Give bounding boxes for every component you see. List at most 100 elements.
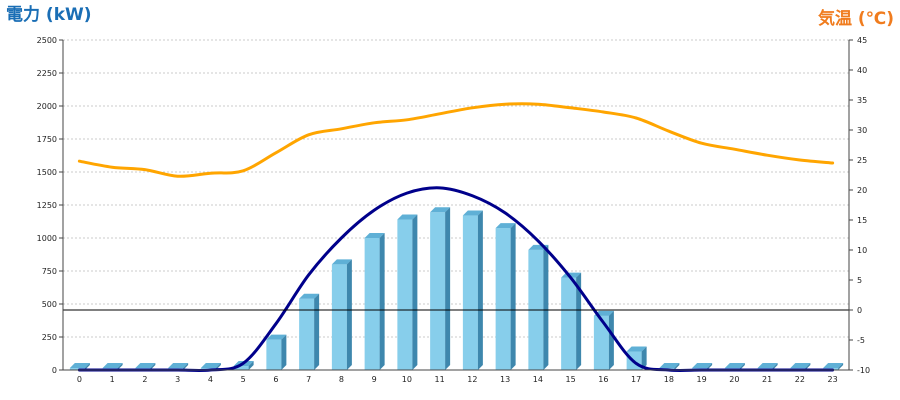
left-tick-label: 1250 <box>37 201 57 210</box>
right-axis-title: 気温 (℃) <box>817 8 894 29</box>
bar-top <box>757 363 778 369</box>
bar-side <box>117 363 123 370</box>
bar-front <box>430 212 446 370</box>
tick-labels: 02505007501000125015001750200022502500-1… <box>37 36 870 384</box>
bar <box>593 310 614 370</box>
x-tick-label: 7 <box>306 375 311 384</box>
x-tick-label: 3 <box>175 375 180 384</box>
bar <box>528 244 549 370</box>
right-tick-label: 45 <box>857 36 867 45</box>
bar-front <box>69 368 85 370</box>
x-tick-label: 17 <box>631 375 641 384</box>
bar-top <box>823 363 844 369</box>
x-tick-label: 15 <box>566 375 576 384</box>
gridlines <box>63 39 849 338</box>
x-tick-label: 13 <box>500 375 510 384</box>
bar <box>266 334 287 370</box>
axes <box>59 39 853 371</box>
x-tick-label: 2 <box>142 375 147 384</box>
bar-front <box>397 219 413 370</box>
x-tick-label: 12 <box>467 375 477 384</box>
bar-top <box>266 334 287 340</box>
left-tick-label: 2000 <box>37 102 57 111</box>
x-tick-label: 18 <box>664 375 674 384</box>
bar-side <box>510 223 516 370</box>
right-tick-label: -5 <box>857 336 865 345</box>
bar-top <box>69 363 90 369</box>
x-tick-label: 14 <box>533 375 543 384</box>
x-tick-label: 6 <box>273 375 278 384</box>
bar-side <box>248 361 254 370</box>
bar-top <box>200 363 221 369</box>
x-tick-label: 20 <box>729 375 739 384</box>
right-tick-label: 20 <box>857 186 867 195</box>
bar-front <box>364 238 380 370</box>
bar-side <box>412 214 418 370</box>
bar-side <box>183 363 189 370</box>
bar <box>495 223 516 370</box>
bar-side <box>379 233 385 370</box>
right-tick-label: 30 <box>857 126 867 135</box>
bar-side <box>281 334 287 370</box>
bar <box>331 259 352 370</box>
left-tick-label: 1750 <box>37 135 57 144</box>
bar <box>430 207 451 370</box>
x-tick-label: 9 <box>372 375 377 384</box>
right-tick-label: -10 <box>857 366 870 375</box>
bar-top <box>102 363 123 369</box>
bar-side <box>641 346 647 370</box>
bar-side <box>805 363 811 370</box>
x-tick-label: 19 <box>697 375 707 384</box>
x-tick-label: 1 <box>110 375 115 384</box>
bar-top <box>331 259 352 265</box>
bar-side <box>674 363 680 370</box>
bar-side <box>739 363 745 370</box>
bar-side <box>477 210 483 370</box>
temperature-line <box>77 102 835 178</box>
bar-top <box>790 363 811 369</box>
x-tick-label: 10 <box>402 375 412 384</box>
bar-front <box>331 264 347 370</box>
left-tick-label: 750 <box>42 267 57 276</box>
x-tick-label: 21 <box>762 375 772 384</box>
x-tick-label: 0 <box>77 375 82 384</box>
left-axis-title: 電力 (kW) <box>6 4 92 25</box>
bar-side <box>314 293 320 370</box>
left-tick-label: 500 <box>42 300 57 309</box>
bar-top <box>692 363 713 369</box>
x-tick-label: 23 <box>828 375 838 384</box>
x-tick-label: 4 <box>208 375 213 384</box>
x-tick-label: 22 <box>795 375 805 384</box>
bar-front <box>266 339 282 370</box>
bar <box>69 363 90 370</box>
left-tick-label: 2250 <box>37 69 57 78</box>
right-tick-label: 15 <box>857 216 867 225</box>
bar <box>364 233 385 370</box>
bar-side <box>772 363 778 370</box>
power-line <box>77 186 835 372</box>
x-tick-label: 11 <box>435 375 445 384</box>
bar-front <box>593 315 609 370</box>
left-tick-label: 250 <box>42 333 57 342</box>
line-series <box>77 102 835 372</box>
bar-top <box>364 233 385 238</box>
right-tick-label: 10 <box>857 246 867 255</box>
bar-front <box>299 298 315 370</box>
bar-top <box>659 363 680 369</box>
bar-side <box>445 207 451 370</box>
bar-front <box>495 228 511 370</box>
x-tick-label: 5 <box>241 375 246 384</box>
bar-top <box>397 214 418 220</box>
bar <box>561 272 582 370</box>
bar-top <box>430 207 451 213</box>
left-tick-label: 0 <box>52 366 57 375</box>
x-tick-label: 8 <box>339 375 344 384</box>
right-tick-label: 35 <box>857 96 867 105</box>
bar-side <box>576 272 582 370</box>
bar-front <box>233 366 249 370</box>
bar-top <box>135 363 156 369</box>
left-tick-label: 1500 <box>37 168 57 177</box>
right-tick-label: 0 <box>857 306 862 315</box>
bar-side <box>150 363 156 370</box>
bar-side <box>707 363 713 370</box>
